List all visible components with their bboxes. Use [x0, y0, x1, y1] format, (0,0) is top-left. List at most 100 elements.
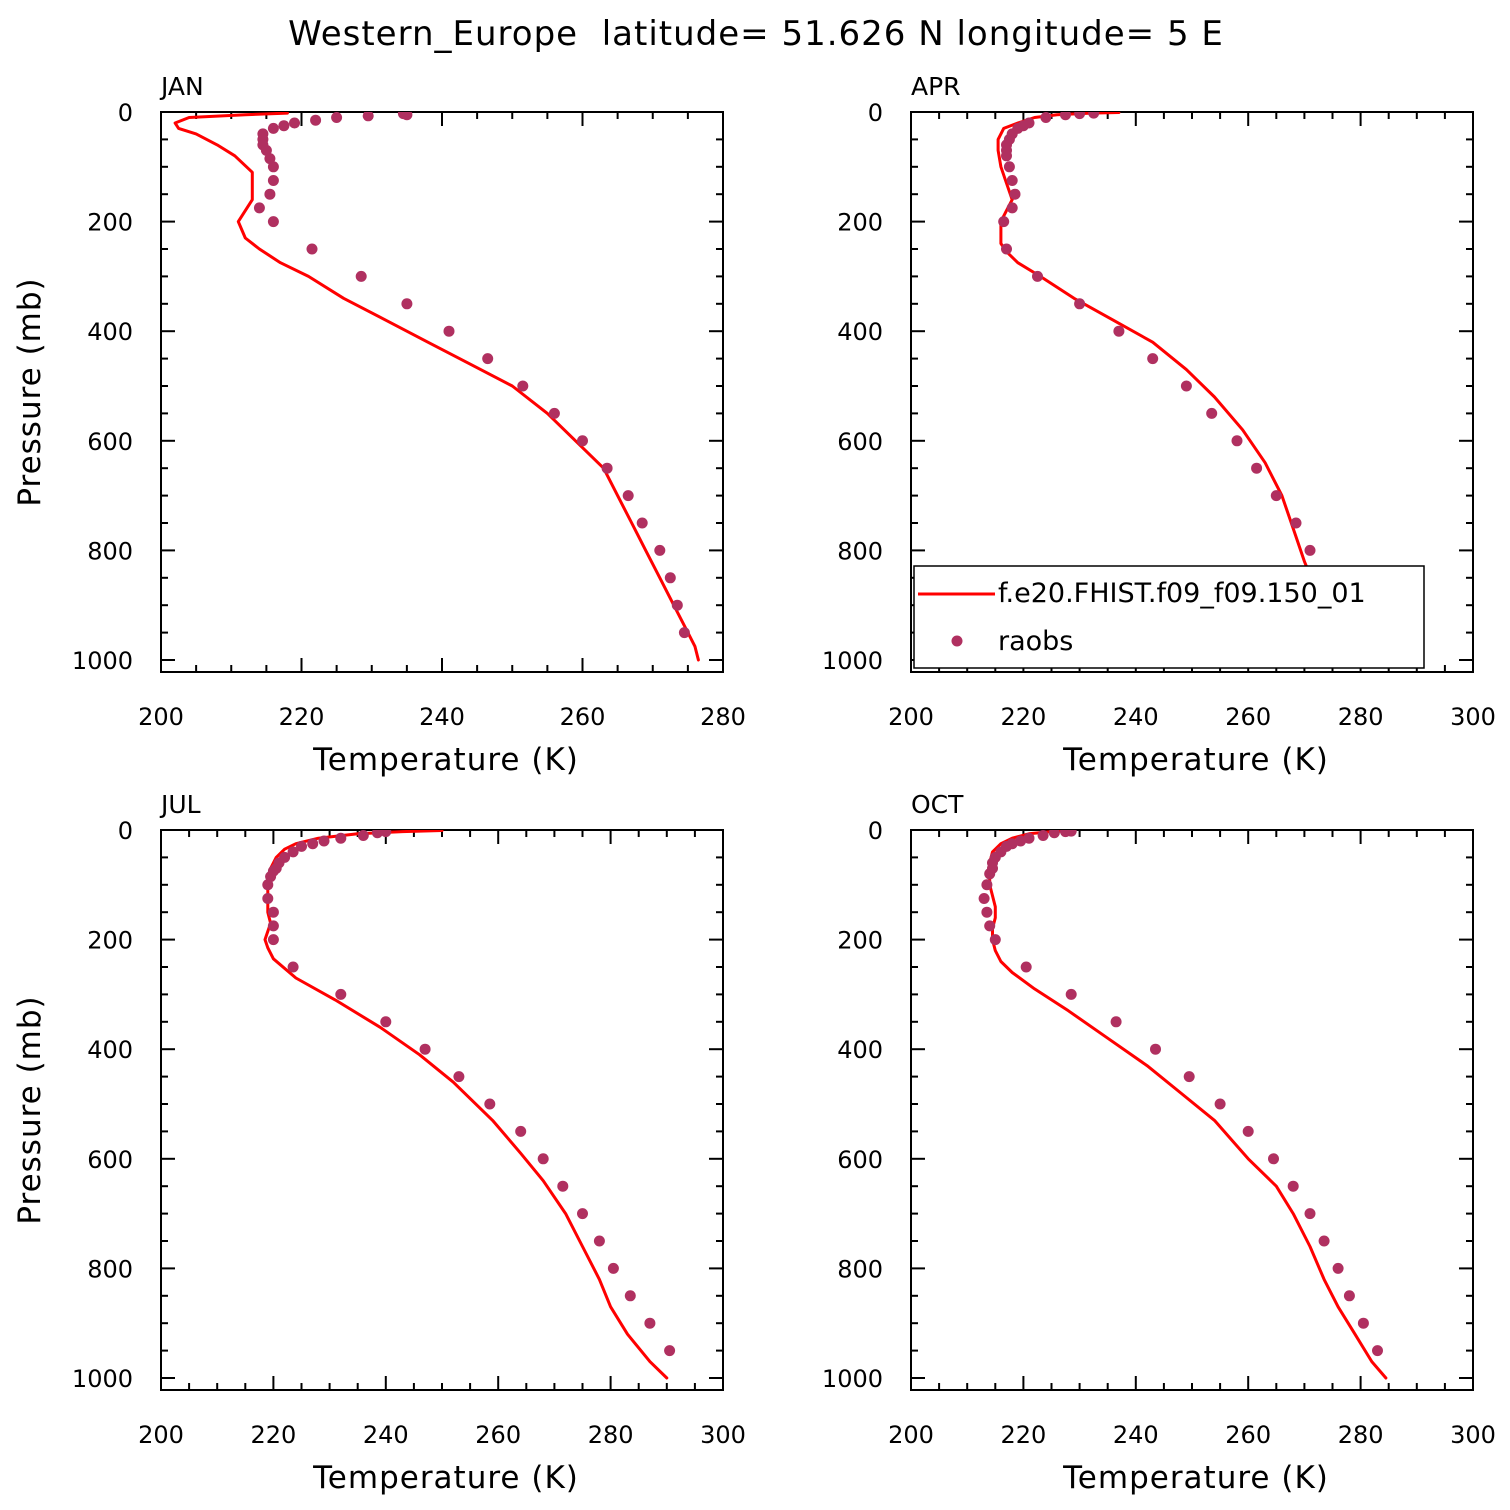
x-tick-label: 300 [1450, 703, 1496, 731]
obs-point [1040, 112, 1052, 123]
panel-apr: APR 200 220 240 260 280 300 0 200 400 600 800 1000 Te… [822, 72, 1496, 778]
y-tick-label: 200 [87, 209, 133, 237]
y-tick-label: 400 [837, 1036, 883, 1064]
obs-point [678, 627, 690, 639]
obs-point [260, 144, 272, 156]
legend-obs-label: raobs [998, 626, 1073, 657]
obs-point [1357, 1317, 1369, 1329]
panel-oct: OCT 200 220 240 260 280 300 0 200 400 600 800 1000 Te… [822, 790, 1496, 1496]
x-axis-label: Temperature (K) [312, 1460, 579, 1496]
panel-label-oct: OCT [911, 790, 964, 819]
obs-point [362, 112, 374, 122]
y-axis-label: Pressure (mb) [12, 277, 48, 506]
panel-jul: JUL 200 220 240 260 280 300 0 200 400 600 800 1000 Te… [12, 790, 746, 1496]
legend-obs-marker [951, 635, 963, 647]
obs-point [1206, 407, 1218, 419]
obs-point [557, 1180, 569, 1192]
obs-point [310, 114, 322, 126]
obs-point [1009, 188, 1021, 200]
x-tick-label: 220 [1000, 703, 1046, 731]
x-tick-label: 280 [700, 703, 746, 731]
y-tick-label: 400 [837, 318, 883, 346]
obs-point [296, 840, 307, 852]
panel-label-apr: APR [911, 72, 961, 101]
obs-point [443, 325, 455, 337]
obs-point [1015, 835, 1027, 847]
obs-point [307, 838, 319, 850]
obs-point [1270, 490, 1282, 502]
plot-area [173, 112, 700, 662]
obs-point [636, 517, 648, 529]
x-tick-label: 240 [1113, 1421, 1159, 1449]
obs-point [671, 599, 683, 611]
y-tick-label: 800 [87, 537, 133, 565]
obs-point [419, 1043, 431, 1055]
model-line [173, 112, 700, 662]
y-tick-label: 800 [837, 537, 883, 565]
legend-model-label: f.e20.FHIST.f09_f09.150_01 [998, 578, 1366, 609]
y-tick-label: 600 [837, 1146, 883, 1174]
obs-point [1372, 1345, 1383, 1357]
obs-point [984, 868, 996, 880]
obs-point [1304, 1208, 1316, 1220]
x-tick-label: 200 [888, 703, 934, 731]
obs-point [984, 920, 996, 932]
x-tick-label: 240 [1113, 703, 1159, 731]
obs-point [978, 893, 990, 904]
obs-point [1032, 270, 1043, 282]
obs-point [1020, 961, 1032, 973]
obs-point [1065, 988, 1077, 1000]
obs-point [1006, 175, 1018, 186]
plot-frame [160, 111, 724, 673]
obs-point [484, 1098, 496, 1110]
obs-point [267, 161, 279, 173]
obs-point [1060, 112, 1071, 121]
obs-point [267, 175, 279, 186]
obs-point [1074, 298, 1086, 310]
obs-point [624, 1290, 636, 1302]
x-tick-label: 260 [1225, 703, 1271, 731]
obs-point [1074, 112, 1086, 120]
x-tick-label: 240 [363, 1421, 409, 1449]
obs-point [1023, 832, 1035, 844]
y-tick-label: 1000 [822, 647, 883, 675]
obs-point [482, 353, 494, 365]
obs-point [1001, 243, 1012, 255]
obs-point [664, 1345, 676, 1357]
obs-point [453, 1071, 465, 1083]
obs-point [264, 153, 276, 165]
y-tick-label: 400 [87, 1036, 133, 1064]
y-tick-label: 0 [118, 99, 133, 127]
obs-point [401, 112, 413, 121]
obs-point [1037, 830, 1049, 841]
obs-point [335, 832, 347, 844]
obs-point [1251, 462, 1263, 474]
obs-point [318, 835, 330, 847]
obs-point [515, 1125, 527, 1137]
obs-point [1048, 830, 1060, 839]
x-axis-label: Temperature (K) [1062, 742, 1329, 778]
y-tick-label: 200 [87, 927, 133, 955]
obs-point [1113, 325, 1125, 337]
y-tick-label: 800 [837, 1255, 883, 1283]
x-tick-label: 200 [138, 703, 184, 731]
obs-point [357, 830, 369, 841]
obs-point [1183, 1071, 1195, 1083]
obs-point [1287, 1180, 1299, 1192]
x-tick-label: 280 [1338, 1421, 1384, 1449]
x-tick-label: 300 [700, 1421, 746, 1449]
obs-point [1318, 1235, 1330, 1247]
obs-point [289, 117, 300, 129]
obs-point [517, 380, 529, 392]
x-tick-label: 220 [250, 1421, 296, 1449]
obs-point [577, 1208, 588, 1220]
y-tick-label: 800 [87, 1255, 133, 1283]
panel-label-jan: JAN [159, 72, 204, 101]
obs-point [1231, 435, 1243, 447]
legend-box [913, 565, 1425, 669]
x-tick-label: 300 [1450, 1421, 1496, 1449]
obs-point [331, 112, 343, 123]
obs-point [1001, 150, 1012, 162]
panel-label-jul: JUL [159, 790, 201, 819]
obs-point [601, 462, 613, 474]
